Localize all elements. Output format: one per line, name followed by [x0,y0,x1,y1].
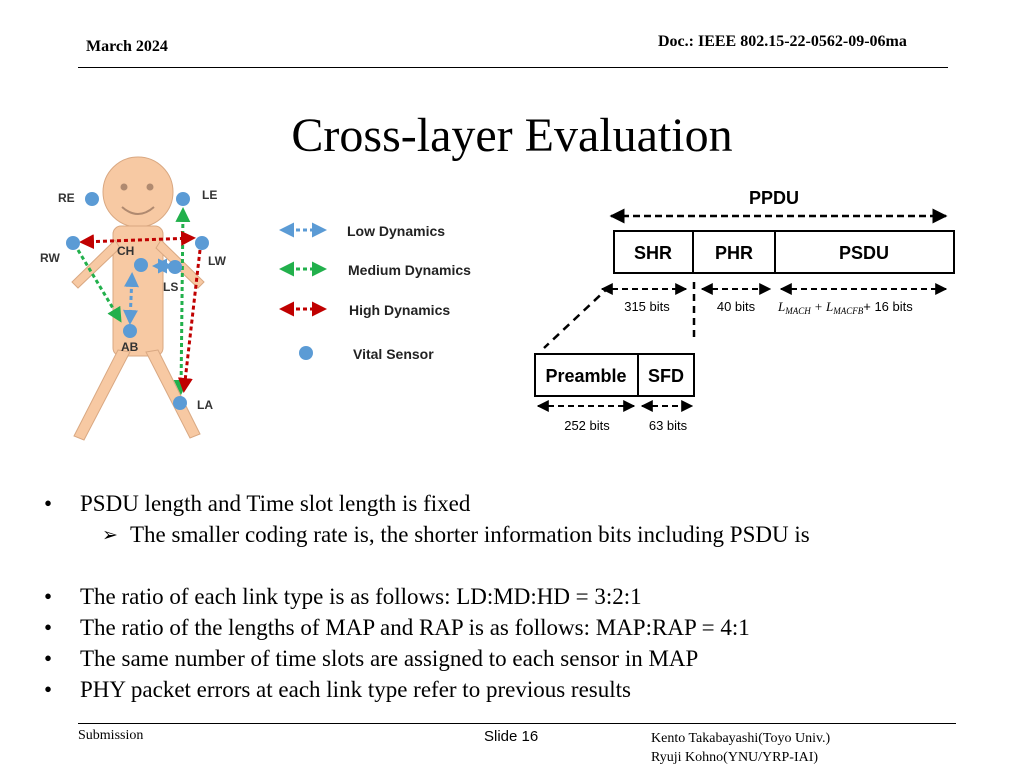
bullet-item: • The same number of time slots are assig… [44,646,699,671]
sensor-le [176,192,190,206]
label-lw: LW [208,254,227,268]
legend-high-label: High Dynamics [349,302,450,318]
ppdu-label: PPDU [749,188,799,208]
sensor-lw [195,236,209,250]
shr-bits: 315 bits [624,299,670,314]
smile [121,206,155,215]
label-ab: AB [121,340,139,354]
preamble-field: Preamble [545,366,626,386]
sfd-bits: 63 bits [649,418,688,433]
label-le: LE [202,188,217,202]
low-dynamics-link-ch-ab [123,272,139,325]
high-dynamics-link-lw-la [177,249,202,393]
footer-slide-number: Slide 16 [484,728,539,745]
footer-submission: Submission [78,728,144,743]
sensor-rw [66,236,80,250]
label-la: LA [197,398,213,412]
label-rw: RW [40,251,60,265]
bullet-item: • The ratio of the lengths of MAP and RAP… [44,615,750,640]
bullet-item: • PSDU length and Time slot length is fix… [44,491,471,516]
label-re: RE [58,191,75,205]
expand-line [543,285,611,349]
bullet-item: • The ratio of each link type is as follo… [44,584,642,609]
slide-title: Cross-layer Evaluation [291,109,733,162]
header-doc-id: Doc.: IEEE 802.15-22-0562-09-06ma [658,33,907,50]
sensor-re [85,192,99,206]
phr-field: PHR [715,243,753,263]
legend-low-label: Low Dynamics [347,223,445,239]
preamble-bits: 252 bits [564,418,610,433]
sfd-field: SFD [648,366,684,386]
sensor-la [173,396,187,410]
legend: Low Dynamics Medium Dynamics High Dynami… [279,222,471,362]
legend-medium-label: Medium Dynamics [348,262,471,278]
frame-structure-diagram: PPDU SHR PHR PSDU 315 bits 40 bits LMACH… [534,188,955,433]
arrow-bullet-icon: ➢ [102,525,118,546]
label-ch: CH [117,244,134,258]
sensor-ab [123,324,137,338]
footer-rule [78,723,956,724]
sensor-ls [168,260,182,274]
body-sensor-diagram: RE LE RW LW CH LS AB LA [40,156,227,441]
psdu-field: PSDU [839,243,889,263]
header-rule [78,67,948,68]
psdu-bits-formula: LMACH + LMACFB+ 16 bits [777,299,913,316]
label-ls: LS [163,280,178,294]
header-date: March 2024 [86,38,168,55]
footer-author-1: Kento Takabayashi(Toyo Univ.) [651,731,831,746]
left-eye [120,183,128,191]
legend-sensor-label: Vital Sensor [353,346,434,362]
phr-bits: 40 bits [717,299,756,314]
bullet-list: • PSDU length and Time slot length is fix… [44,488,810,705]
shr-field: SHR [634,243,672,263]
legend-sensor-dot [299,346,313,360]
bullet-item: • PHY packet errors at each link type ref… [44,677,631,702]
sub-bullet-item: ➢ The smaller coding rate is, the shorter… [44,519,810,550]
high-dynamics-link-rw-lw [79,230,196,250]
ppdu-box [613,230,955,274]
sensor-ch [134,258,148,272]
footer-author-2: Ryuji Kohno(YNU/YRP-IAI) [651,750,819,765]
shr-expansion-box [534,353,695,397]
right-eye [146,183,154,191]
